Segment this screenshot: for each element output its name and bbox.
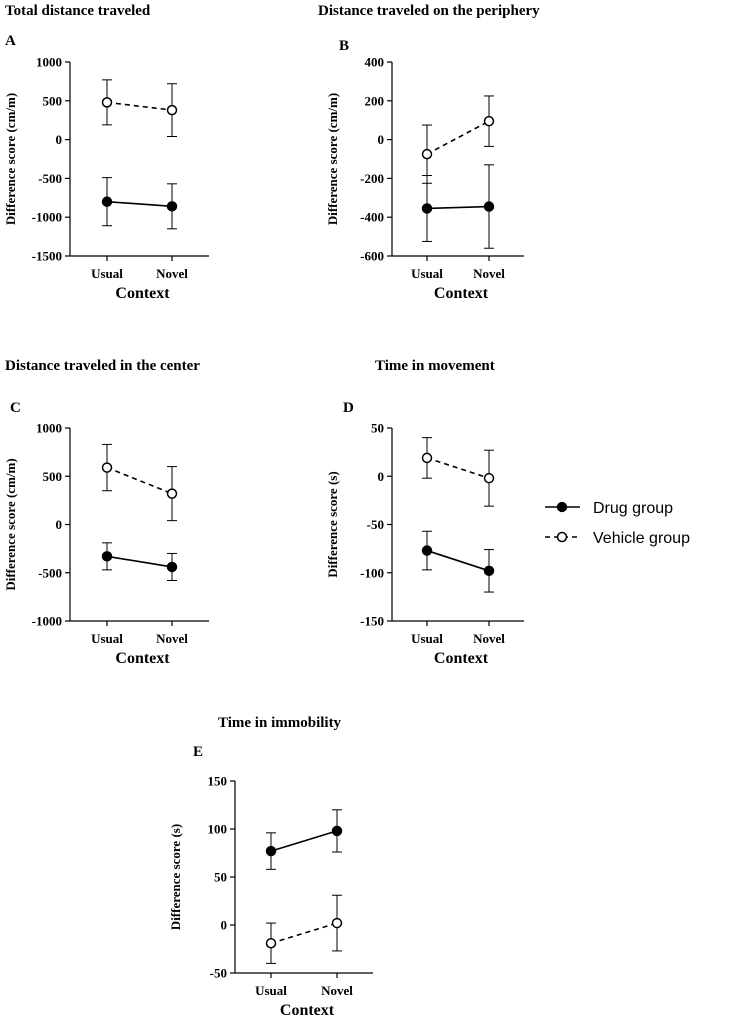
panel-b: Distance traveled on the periphery B 400 20… [318, 3, 540, 302]
panel-b-title: Distance traveled on the periphery [318, 3, 540, 19]
panel-e-title: Time in immobility [218, 715, 342, 731]
legend: Drug group Vehicle group [545, 500, 690, 547]
panel-e-drug-point [265, 845, 277, 857]
panel-a-y-axis-title: Difference score (cm/m) [3, 93, 18, 225]
legend-drug-marker [556, 501, 568, 513]
panel-b-x-tick-label: Usual [411, 266, 443, 281]
panel-a-y-tick-label: 0 [56, 132, 63, 147]
panel-d-drug-point [483, 565, 495, 577]
panel-e-drug-point [331, 825, 343, 837]
panel-d-y-tick-label: -50 [367, 517, 384, 532]
panel-a-y-tick-label: 1000 [36, 55, 62, 70]
panel-d-x-tick-label: Usual [411, 631, 443, 646]
panel-e-y-tick-label: 50 [214, 870, 227, 885]
panel-c-x-tick-label: Novel [156, 631, 188, 646]
panel-c-drug-point [101, 551, 113, 562]
panel-b-drug-line [426, 205, 490, 210]
panel-c-y-axis-title: Difference score (cm/m) [3, 458, 18, 590]
panel-c-y-tick-label: 0 [56, 517, 63, 532]
panel-a-y-tick-label: 500 [43, 93, 63, 108]
panel-b-y-tick-label: -200 [360, 171, 384, 186]
panel-c-drug-line [106, 555, 173, 568]
panel-a-vehicle-line [106, 101, 173, 111]
panel-d-x-tick-label: Novel [473, 631, 505, 646]
panel-b-y-tick-label: -400 [360, 210, 384, 225]
panel-a-x-tick-label: Novel [156, 266, 188, 281]
legend-vehicle-marker [556, 531, 568, 543]
panel-a-y-tick-label: -1000 [32, 210, 62, 225]
panel-b-x-axis-title: Context [434, 285, 489, 302]
legend-drug-label: Drug group [593, 500, 673, 517]
panel-c-vehicle-line [106, 466, 173, 495]
panel-d-title: Time in movement [375, 358, 495, 374]
panel-e-y-tick-label: 150 [208, 774, 228, 789]
panel-e-drug-line [270, 830, 338, 852]
panel-c-drug-point [166, 561, 178, 573]
panel-b-vehicle-point [421, 148, 433, 160]
panel-e-panel-letter: E [193, 744, 203, 760]
panel-b-vehicle-line [426, 120, 490, 155]
panel-b-panel-letter: B [339, 38, 349, 54]
panel-b-vehicle-point [483, 115, 495, 127]
panel-d-vehicle-point [421, 452, 433, 464]
panel-b-x-tick-label: Novel [473, 266, 505, 281]
panel-a-x-axis-title: Context [115, 285, 170, 302]
panel-e-y-tick-label: -50 [210, 966, 227, 981]
panel-e-x-tick-label: Novel [321, 983, 353, 998]
panel-a-drug-point [166, 201, 178, 212]
panel-d-x-axis-title: Context [434, 650, 489, 667]
panel-a: Total distance traveled A 1000 500 0 -500 -100… [3, 3, 209, 302]
panel-e-y-tick-label: 100 [208, 822, 228, 837]
panel-e-x-tick-label: Usual [255, 983, 287, 998]
panel-c-x-axis-title: Context [115, 650, 170, 667]
panel-d-panel-letter: D [343, 400, 354, 416]
panel-a-x-tick-label: Usual [91, 266, 123, 281]
panel-e-vehicle-line [270, 922, 338, 945]
panel-c-y-tick-label: 500 [43, 469, 63, 484]
panel-b-y-tick-label: 400 [365, 55, 385, 70]
panel-b-drug-point [483, 201, 495, 212]
panel-d: Time in movement D 50 0 -50 -100 -150 Usual Nove… [325, 358, 524, 667]
panel-d-y-tick-label: 0 [378, 469, 385, 484]
panel-b-y-tick-label: 0 [378, 132, 385, 147]
panel-a-y-tick-label: -1500 [32, 249, 62, 264]
panel-d-y-tick-label: 50 [371, 421, 384, 436]
panel-a-panel-letter: A [5, 33, 16, 49]
panel-a-title: Total distance traveled [5, 3, 151, 19]
panel-c-panel-letter: C [10, 400, 21, 416]
panel-d-y-axis-title: Difference score (s) [325, 471, 340, 577]
panel-b-y-tick-label: -600 [360, 249, 384, 264]
panel-c-y-tick-label: 1000 [36, 421, 62, 436]
legend-vehicle-label: Vehicle group [593, 530, 690, 547]
panel-c-y-tick-label: -500 [38, 565, 62, 580]
panel-e-x-axis-title: Context [280, 1002, 335, 1019]
panel-a-vehicle-point [101, 97, 113, 108]
panel-a-vehicle-point [166, 104, 178, 116]
panel-d-drug-point [421, 545, 433, 556]
panel-c-x-tick-label: Usual [91, 631, 123, 646]
panel-e-vehicle-point [265, 937, 277, 949]
panel-d-y-tick-label: -100 [360, 565, 384, 580]
panel-c-vehicle-point [101, 462, 113, 473]
panel-b-drug-point [421, 203, 433, 214]
panel-a-drug-line [106, 200, 173, 208]
panel-c-y-tick-label: -1000 [32, 614, 62, 629]
panel-c-title: Distance traveled in the center [5, 358, 200, 374]
panel-b-y-axis-title: Difference score (cm/m) [325, 93, 340, 225]
panel-c-vehicle-point [166, 488, 178, 499]
panel-d-vehicle-point [483, 472, 495, 484]
panel-a-drug-point [101, 196, 113, 207]
panel-e-vehicle-point [331, 917, 343, 929]
panel-e-y-axis-title: Difference score (s) [168, 824, 183, 930]
panel-d-y-tick-label: -150 [360, 614, 384, 629]
panel-d-drug-line [426, 549, 490, 572]
panel-d-vehicle-line [426, 457, 490, 479]
panel-e-y-tick-label: 0 [221, 918, 228, 933]
panel-e: Time in immobility E 150 100 50 0 -50 Usual Nove… [168, 715, 373, 1019]
panel-b-y-tick-label: 200 [365, 93, 385, 108]
panel-c: Distance traveled in the center C 1000 500 0… [3, 358, 209, 667]
panel-a-y-tick-label: -500 [38, 171, 62, 186]
